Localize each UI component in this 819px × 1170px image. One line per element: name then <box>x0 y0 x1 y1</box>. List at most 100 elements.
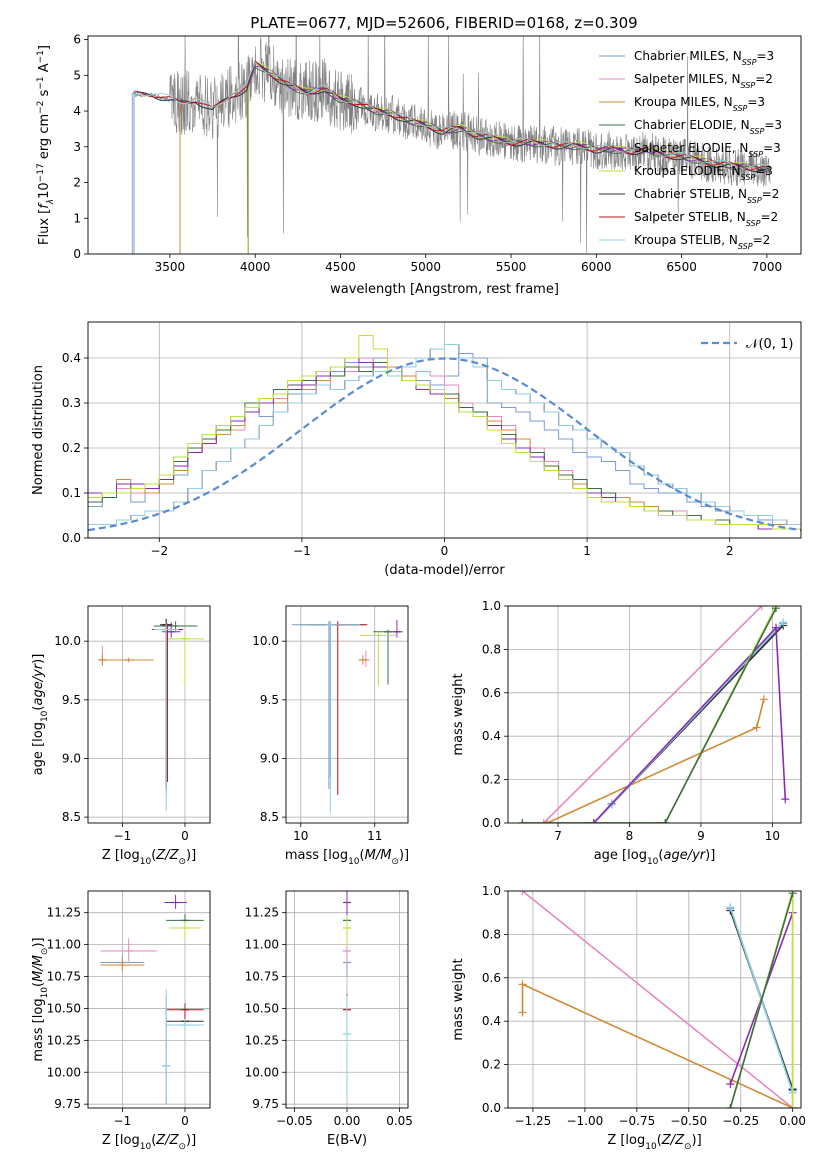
x-axis-label-part: ( <box>151 1133 156 1148</box>
legend-label-sub: SSP <box>747 196 762 205</box>
legend-label-sub: SSP <box>746 219 761 228</box>
plot-area <box>518 891 797 1108</box>
legend-label-text: Salpeter ELODIE, N <box>634 141 748 155</box>
x-axis-label-part: M/M <box>365 848 392 863</box>
x-tick-label: −0.05 <box>276 1114 313 1128</box>
model-spectrum-line <box>247 66 771 254</box>
y-axis-label-part: A <box>37 63 52 76</box>
y-axis-label-part: f <box>37 202 52 209</box>
legend-label: Chabrier STELIB, NSSP=2 <box>634 187 779 205</box>
legend-label: Chabrier ELODIE, NSSP=3 <box>634 118 782 136</box>
y-axis-label-part: mass weight <box>451 958 466 1040</box>
ticks: −2 −1 0 1 2 0.0 0.1 0.2 0.3 0.4 <box>62 351 734 558</box>
x-axis-label-part: 10 <box>140 1142 152 1152</box>
y-tick-label: 0.2 <box>482 773 501 787</box>
y-axis-label: age [log10(age/yr)] <box>31 654 50 776</box>
gridlines <box>88 891 210 1108</box>
x-tick-label: 6000 <box>581 260 612 274</box>
plot-area <box>343 891 351 1098</box>
legend-label: Kroupa MILES, NSSP=3 <box>634 95 765 113</box>
x-axis-label: Z [log10(Z/Z⊙)] <box>102 1133 196 1152</box>
x-axis-label-part: ( <box>151 848 156 863</box>
x-axis-label: E(B-V) <box>327 1133 367 1148</box>
y-axis-label-part: −17 <box>36 163 46 182</box>
x-tick-label: 7 <box>554 829 562 843</box>
y-tick-label: 10.75 <box>245 970 279 984</box>
ticks: −1 0 8.5 9.0 9.5 10.0 <box>54 634 189 843</box>
x-axis-label-part: 10 <box>645 1142 657 1152</box>
plot-area <box>100 894 204 1105</box>
legend-label-count: =3 <box>755 164 773 178</box>
panel-spectrum: 3500 4000 4500 5000 5500 6000 6500 7000 0 1 2 3 4 5 6 F… <box>36 33 802 297</box>
plus-marker <box>726 903 735 912</box>
plus-marker <box>518 1008 527 1017</box>
panel-age_vs_Z: −1 08.59.09.510.0 Z [log10(Z/Z⊙)] age [log1… <box>31 605 211 867</box>
legend-label-sub: SSP <box>748 150 763 159</box>
y-tick-label: 11.25 <box>47 906 81 920</box>
y-tick-label: 8.5 <box>260 810 279 824</box>
mass-weight-line <box>521 891 794 1108</box>
y-tick-label: 10.75 <box>47 970 81 984</box>
legend-label-count: =2 <box>755 72 773 86</box>
y-tick-label: 10.00 <box>47 1065 81 1079</box>
y-tick-label: 0.3 <box>62 396 81 410</box>
x-tick-label: 0.00 <box>334 1114 361 1128</box>
y-axis-label: mass weight <box>451 958 466 1040</box>
legend-label: Salpeter STELIB, NSSP=2 <box>634 210 778 228</box>
x-tick-label: −0.75 <box>618 1114 655 1128</box>
y-tick-label: 9.5 <box>260 693 279 707</box>
y-axis-label-part: −2 <box>36 101 46 114</box>
model-spectrum-line <box>133 61 771 254</box>
plus-marker <box>759 695 768 704</box>
legend-label: Salpeter MILES, NSSP=2 <box>634 72 773 90</box>
y-tick-label: 8.5 <box>62 810 81 824</box>
y-tick-label: 0.0 <box>62 531 81 545</box>
y-tick-label: 9.75 <box>54 1097 81 1111</box>
legend-label-text: Chabrier ELODIE, N <box>634 118 750 132</box>
y-tick-label: 3 <box>73 140 81 154</box>
y-tick-label: 0.0 <box>482 816 501 830</box>
x-axis-label: Z [log10(Z/Z⊙)] <box>102 848 196 867</box>
y-tick-label: 0.2 <box>62 441 81 455</box>
y-axis-label-part: ( <box>31 706 46 711</box>
plot-area <box>518 606 790 823</box>
plus-marker <box>771 623 780 632</box>
y-axis-label-part: Normed distribution <box>31 365 46 495</box>
legend-label-text: Salpeter MILES, N <box>634 72 741 86</box>
y-axis-label-part: mass [log <box>31 998 46 1061</box>
y-tick-label: 6 <box>73 33 81 47</box>
legend-label-sub: SSP <box>741 81 756 90</box>
x-tick-label: 11 <box>367 829 382 843</box>
x-axis-label: (data-model)/error <box>384 563 505 578</box>
x-axis-label-part: 10 <box>348 857 360 867</box>
legend-label-sub: SSP <box>750 127 765 136</box>
legend-label-text: Chabrier MILES, N <box>634 49 742 63</box>
x-axis-label-part: )] <box>399 848 409 863</box>
legend-label-text: Kroupa STELIB, N <box>634 233 738 247</box>
plus-marker <box>788 1104 797 1108</box>
plus-marker <box>539 819 548 823</box>
y-tick-label: 2 <box>73 176 81 190</box>
x-tick-label: 7000 <box>752 260 783 274</box>
x-axis-label-part: )] <box>692 1133 702 1148</box>
plus-marker <box>726 1104 735 1108</box>
x-tick-label: 10 <box>765 829 780 843</box>
x-axis-label-part: ( <box>658 848 663 863</box>
x-axis-label-part: )] <box>705 848 715 863</box>
legend-label-count: =3 <box>764 118 782 132</box>
x-axis-label-part: mass [log <box>285 848 348 863</box>
x-axis-label-part: Z/Z <box>155 1133 179 1148</box>
y-tick-label: 1.0 <box>482 884 501 898</box>
ticks: 7 8 9 10 0.0 0.2 0.4 0.6 0.8 1.0 <box>482 599 780 843</box>
y-tick-label: 11.00 <box>47 938 81 952</box>
y-tick-label: 0.6 <box>482 686 501 700</box>
x-axis-label-part: age/yr <box>663 848 706 863</box>
plus-marker <box>788 891 797 898</box>
y-tick-label: 0.4 <box>62 351 81 365</box>
x-axis-label-part: ⊙ <box>178 857 186 867</box>
y-axis-label-part: ⊙ <box>40 948 50 956</box>
x-tick-label: 0 <box>441 544 449 558</box>
